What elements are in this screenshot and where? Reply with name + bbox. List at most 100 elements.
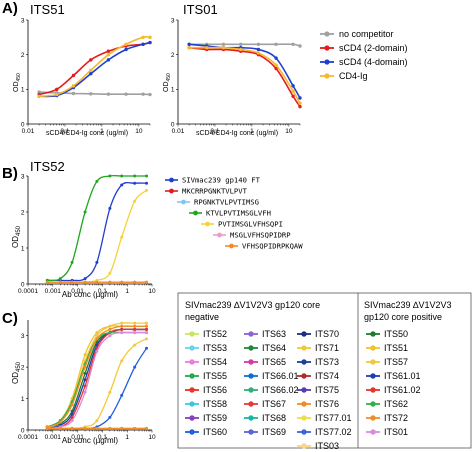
legend-c-label: ITS66.01 [262, 371, 299, 381]
x-tick-label: 1 [100, 128, 104, 135]
chart-2: 0 1 2 3 0.0001 0.001 0.01 0.1 1 10 [18, 173, 156, 295]
legend-c-label: ITS03 [315, 441, 339, 451]
data-point-3-3 [83, 378, 87, 382]
x-tick-label: 0.1 [60, 128, 69, 135]
data-point-3-4 [256, 51, 261, 55]
x-tick-label: 10 [148, 288, 156, 295]
x-tick-label: 0.001 [45, 434, 62, 441]
legend-c-swatch-dot [248, 429, 254, 435]
x-axis-label-its52: Ab conc (µg/ml) [62, 290, 119, 299]
legend-c-swatch-dot [370, 401, 376, 407]
data-point-1-7 [298, 104, 302, 109]
data-point-1-1 [55, 87, 59, 92]
data-point-2-7 [148, 40, 152, 45]
legend-a-label: sCD4 (4-domain) [339, 57, 408, 67]
x-tick-label: 1 [250, 128, 254, 135]
data-point-2-4 [256, 47, 261, 52]
x-tick-label: 0.01 [71, 288, 84, 295]
data-point-9-7 [133, 343, 137, 347]
legend-c-swatch-dot [301, 387, 307, 393]
y-tick-label: 3 [21, 173, 25, 180]
y-axis-label-a: OD450 [13, 73, 22, 92]
data-point-1-3 [89, 58, 93, 62]
data-point-4-6 [120, 235, 124, 239]
data-point-4-6 [120, 327, 124, 331]
legend-a-swatch-dot [324, 59, 330, 65]
legend-box-right-header-2: gp120 core positive [364, 312, 442, 322]
panel-letter-a: A) [2, 0, 18, 17]
data-point-7-7 [133, 331, 137, 335]
legend-c-swatch-dot [189, 345, 195, 351]
data-point-11-4 [95, 426, 99, 430]
y-axis-label-a2-sub: 450 [166, 73, 172, 82]
x-tick-label: 1 [125, 288, 129, 295]
y-tick-label: 2 [21, 52, 25, 59]
data-point-2-6 [141, 42, 145, 46]
y-axis-label-b-sub: 450 [16, 225, 22, 236]
legend-c-swatch-dot [248, 415, 254, 421]
data-point-3-3 [83, 210, 87, 214]
series-line-3 [47, 174, 147, 282]
y-tick-label: 2 [21, 364, 25, 371]
data-point-1-4 [106, 49, 111, 53]
data-point-2-3 [89, 72, 93, 76]
data-point-9-8 [144, 337, 148, 341]
data-point-6-4 [95, 280, 99, 284]
y-tick-label: 0 [171, 121, 175, 128]
series-line-0 [47, 181, 147, 282]
data-point-1-6 [291, 94, 295, 98]
data-point-0-2 [71, 91, 76, 96]
data-point-0-6 [141, 92, 145, 96]
legend-c-label: ITS51 [384, 343, 408, 353]
data-point-6-1 [58, 420, 62, 424]
x-tick-label: 0.1 [98, 288, 107, 295]
data-point-8-6 [120, 393, 124, 397]
legend-box-right-header-1: SIVmac239 ∆V1V2V3 [364, 300, 452, 310]
x-axis-label-c: Ab conc (µg/ml) [62, 436, 119, 445]
y-tick-label: 0 [21, 121, 25, 128]
legend-c-label: ITS68 [262, 413, 286, 423]
data-point-6-0 [45, 280, 49, 284]
data-point-8-7 [133, 365, 137, 369]
legend-c-label: ITS58 [203, 399, 227, 409]
data-point-0-3 [83, 371, 87, 375]
legend-c-swatch-dot [301, 373, 307, 379]
data-point-11-5 [108, 426, 112, 430]
data-point-6-5 [108, 327, 112, 331]
y-tick-label: 2 [21, 209, 25, 216]
legend-box-left-header-2: negative [185, 312, 219, 322]
y-axis-label-b: OD450 [11, 225, 22, 248]
legend-c-label: ITS73 [315, 357, 339, 367]
y-tick-label: 1 [21, 87, 25, 94]
legend-c-label: ITS56 [203, 385, 227, 395]
x-axis-label-its51: sCD4/CD4-Ig conc (ug/ml) [46, 130, 128, 137]
series-line-1 [38, 41, 151, 96]
x-tick-label: 0.0001 [18, 288, 38, 295]
x-tick-label: 10 [285, 128, 293, 135]
data-point-11-6 [120, 426, 124, 430]
y-tick-label: 1 [21, 245, 25, 252]
data-point-3-0 [37, 94, 41, 98]
data-point-2-6 [291, 84, 295, 88]
legend-c-label: ITS50 [384, 329, 408, 339]
legend-a-label: sCD4 (2-domain) [339, 43, 408, 53]
legend-c-swatch-dot [248, 331, 254, 337]
data-point-3-2 [221, 46, 226, 50]
data-point-0-2 [221, 42, 226, 46]
legend-c-swatch-dot [301, 443, 307, 449]
data-point-2-6 [120, 321, 124, 325]
y-tick-label: 0 [21, 427, 25, 434]
legend-b-label: SIVmac239 gp140 FT [182, 176, 261, 185]
legend-c-swatch-dot [248, 345, 254, 351]
data-point-4-7 [133, 327, 137, 331]
legend-c-swatch-dot [370, 345, 376, 351]
data-point-2-5 [274, 56, 278, 60]
x-tick-label: 1 [125, 434, 129, 441]
legend-c-label: ITS76 [315, 399, 339, 409]
data-point-3-3 [89, 68, 93, 72]
legend-c-label: ITS59 [203, 413, 227, 423]
legend-c-label: ITS64 [262, 343, 286, 353]
data-point-3-7 [133, 174, 137, 178]
data-point-6-8 [144, 280, 148, 284]
legend-c-label: ITS70 [315, 329, 339, 339]
